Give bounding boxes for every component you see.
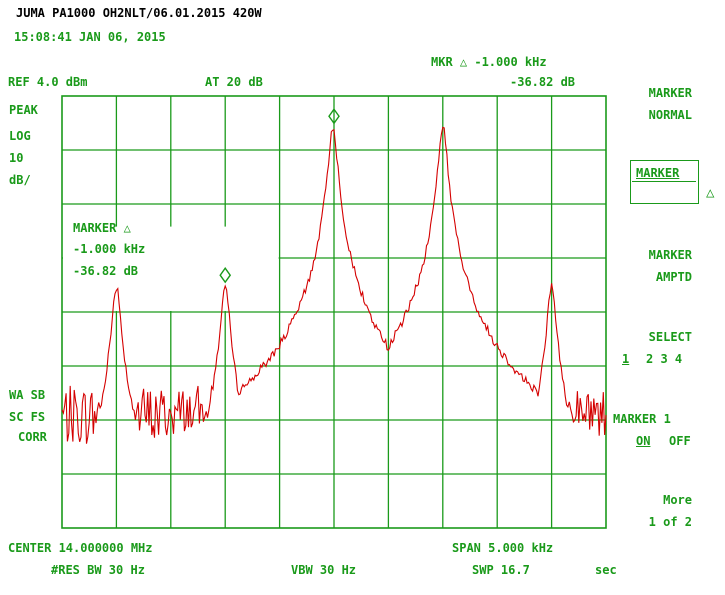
sweep-time: SWP 16.7 bbox=[472, 563, 530, 577]
softkey-marker-delta-label: MARKER bbox=[636, 166, 680, 180]
softkey-marker1-title: MARKER 1 bbox=[613, 412, 671, 426]
attenuation: AT 20 dB bbox=[205, 75, 263, 89]
corr-label: CORR bbox=[18, 430, 47, 444]
select-marker-1: 1 bbox=[622, 352, 630, 366]
res-bw: #RES BW 30 Hz bbox=[51, 563, 145, 577]
select-marker-others: 2 3 4 bbox=[646, 352, 683, 366]
ref-level: REF 4.0 dBm bbox=[8, 75, 88, 89]
scale-value-label: 10 bbox=[9, 151, 24, 165]
softkey-marker-normal-line1: MARKER bbox=[648, 86, 692, 100]
marker-readout: MKR △ -1.000 kHz bbox=[431, 55, 547, 69]
marker1-on: ON bbox=[636, 434, 651, 448]
detector-label: PEAK bbox=[9, 103, 38, 117]
softkey-marker-amptd-line2: AMPTD bbox=[655, 270, 692, 284]
span: SPAN 5.000 kHz bbox=[452, 541, 554, 555]
marker-group bbox=[219, 108, 340, 284]
scale-type-label: LOG bbox=[9, 129, 31, 143]
timestamp: 15:08:41 JAN 06, 2015 bbox=[14, 30, 166, 44]
graticule bbox=[61, 95, 607, 529]
softkey-marker-delta-divider bbox=[632, 181, 696, 182]
vbw: VBW 30 Hz bbox=[291, 563, 357, 577]
delta-symbol-icon: △ bbox=[706, 185, 715, 201]
marker-box-level: -36.82 dB bbox=[73, 264, 139, 278]
center-frequency: CENTER 14.000000 MHz bbox=[8, 541, 153, 555]
marker-box-freq: -1.000 kHz bbox=[73, 242, 146, 256]
softkey-more-line1: More bbox=[663, 493, 692, 507]
softkey-marker-delta-frame bbox=[630, 160, 699, 204]
marker-box-title: MARKER △ bbox=[73, 221, 131, 235]
softkey-marker-delta[interactable]: MARKER △ bbox=[630, 160, 725, 206]
softkey-more[interactable]: More 1 of 2 bbox=[612, 493, 720, 533]
trace-group bbox=[61, 126, 607, 444]
scale-unit-label: dB/ bbox=[9, 173, 31, 187]
softkey-marker-normal[interactable]: MARKER NORMAL bbox=[612, 84, 720, 124]
sc-fs-label: SC FS bbox=[9, 410, 46, 424]
softkey-select-line1: SELECT bbox=[648, 330, 692, 344]
wa-sb-label: WA SB bbox=[9, 388, 46, 402]
marker-diamond-icon bbox=[328, 108, 340, 125]
softkey-marker-amptd[interactable]: MARKER AMPTD bbox=[612, 248, 720, 288]
marker-diamond-icon bbox=[219, 267, 232, 284]
sweep-unit: sec bbox=[595, 563, 617, 577]
marker1-off: OFF bbox=[669, 434, 691, 448]
softkey-marker-amptd-line1: MARKER bbox=[648, 248, 692, 262]
marker-info-box-bg bbox=[63, 226, 279, 311]
softkey-more-line2: 1 of 2 bbox=[648, 515, 692, 529]
instrument-title: JUMA PA1000 OH2NLT/06.01.2015 420W bbox=[16, 6, 262, 20]
softkey-select[interactable]: SELECT 1 2 3 4 bbox=[612, 330, 720, 370]
marker-level: -36.82 dB bbox=[510, 75, 576, 89]
softkey-marker-normal-line2: NORMAL bbox=[648, 108, 692, 122]
spectrum-trace bbox=[61, 126, 607, 444]
softkey-marker1-onoff[interactable]: MARKER 1 ON OFF bbox=[608, 412, 720, 452]
